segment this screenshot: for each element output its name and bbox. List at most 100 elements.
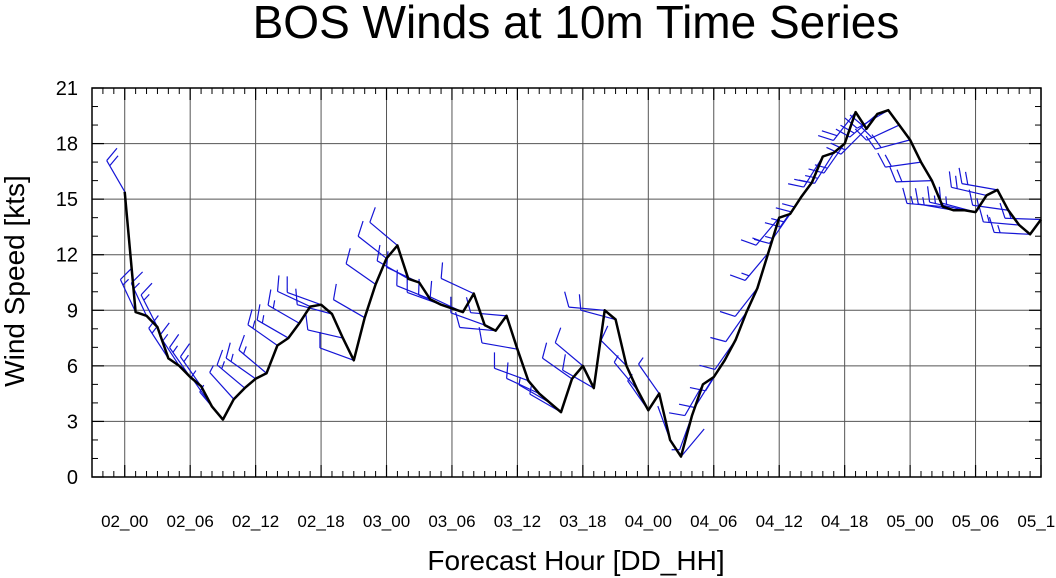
wind-barbs: [106, 109, 1042, 458]
barb-flag: [958, 167, 963, 184]
barb-flag: [190, 370, 197, 378]
barb-flag: [357, 220, 364, 237]
x-tick-label: 03_18: [559, 512, 606, 531]
wind-barb: [345, 248, 376, 285]
barb-flag: [272, 300, 276, 309]
barb-flag: [753, 238, 770, 245]
barb-shaft: [209, 372, 235, 400]
barb-shaft: [470, 312, 507, 317]
barb-flag: [787, 183, 804, 188]
barb-flag: [295, 288, 298, 305]
barb-shaft: [287, 291, 322, 306]
wind-barb: [276, 275, 311, 308]
y-tick-label: 0: [67, 467, 78, 489]
wind-barb: [256, 304, 289, 339]
barb-shaft: [267, 304, 300, 324]
barb-flag: [964, 171, 969, 185]
barb-flag: [454, 311, 461, 328]
wind-barb: [369, 207, 398, 246]
barb-flag: [914, 188, 919, 205]
x-axis-label: Forecast Hour [DD_HH]: [427, 545, 724, 576]
barb-flag: [465, 297, 472, 313]
wind-barb: [247, 309, 278, 346]
barb-flag: [826, 146, 842, 155]
y-tick-label: 12: [56, 245, 78, 267]
barb-flag: [775, 207, 792, 213]
barb-shaft: [319, 347, 354, 361]
barb-flag: [541, 342, 548, 359]
barb-flag: [261, 315, 265, 324]
wind-barb: [357, 220, 387, 259]
x-tick-label: 02_12: [232, 512, 279, 531]
wind-barb: [854, 124, 900, 141]
wind-barb: [332, 283, 366, 319]
barb-flag: [922, 197, 925, 206]
wind-barb: [319, 331, 354, 361]
wind-barb: [578, 294, 616, 321]
barb-flag: [332, 283, 337, 300]
barb-shaft: [333, 299, 366, 319]
barb-shaft: [459, 326, 496, 332]
wind-barb: [295, 288, 333, 315]
wind-barb: [613, 355, 638, 391]
barb-shaft: [494, 367, 529, 382]
y-tick-label: 21: [56, 78, 78, 100]
barb-flag: [740, 239, 757, 246]
barb-shaft: [613, 361, 638, 391]
speed-series-line: [123, 108, 1043, 458]
barb-flag: [143, 293, 150, 301]
barb-shaft: [506, 377, 540, 395]
barb-flag: [564, 291, 570, 308]
barb-flag: [729, 274, 746, 282]
barb-shaft: [357, 235, 387, 259]
x-tick-label: 04_06: [690, 512, 737, 531]
wind-barb: [889, 166, 932, 183]
y-axis-label: Wind Speed [kts]: [0, 175, 30, 387]
wind-barb: [267, 289, 300, 324]
barb-flag: [159, 322, 170, 337]
barb-flag: [877, 152, 886, 168]
wind-barb: [478, 327, 518, 350]
wind-barb: [286, 276, 322, 306]
barb-flag: [106, 147, 118, 161]
wind-barb: [988, 216, 1031, 235]
x-tick-label: 05_06: [952, 512, 999, 531]
wind-barb: [106, 147, 126, 193]
barb-flag: [276, 275, 280, 292]
barb-flag: [638, 357, 644, 365]
barb-flag: [849, 114, 863, 126]
barb-flag: [478, 327, 483, 344]
barb-flag: [860, 126, 873, 139]
wind-barb: [826, 128, 867, 155]
barb-flag: [133, 282, 140, 290]
wind-barb: [119, 267, 137, 313]
barb-flag: [719, 310, 736, 317]
barb-shaft: [638, 363, 660, 394]
x-tick-label: 03_06: [428, 512, 475, 531]
barb-flag: [978, 206, 984, 223]
barb-flag: [976, 198, 980, 207]
wind-barb: [440, 262, 475, 295]
barb-shaft: [307, 329, 344, 339]
barb-flag: [933, 195, 937, 204]
wind-barb: [926, 186, 965, 211]
barb-flag: [109, 155, 119, 167]
wind-barb: [600, 325, 627, 367]
barb-flag: [162, 333, 169, 342]
y-tick-label: 3: [67, 411, 78, 433]
barb-shaft: [247, 324, 278, 346]
wind-barb: [729, 252, 769, 282]
barb-shaft: [562, 369, 595, 389]
wind-barb: [225, 342, 256, 380]
wind-barb: [948, 171, 987, 197]
barb-shaft: [580, 309, 616, 321]
barb-flag: [267, 289, 272, 306]
barb-flag: [817, 134, 834, 142]
barb-shaft: [680, 428, 705, 458]
x-tick-label: 03_12: [494, 512, 541, 531]
barb-flag: [805, 175, 818, 179]
barb-flag: [955, 175, 958, 189]
barb-flag: [902, 187, 908, 204]
barb-flag: [910, 196, 914, 205]
